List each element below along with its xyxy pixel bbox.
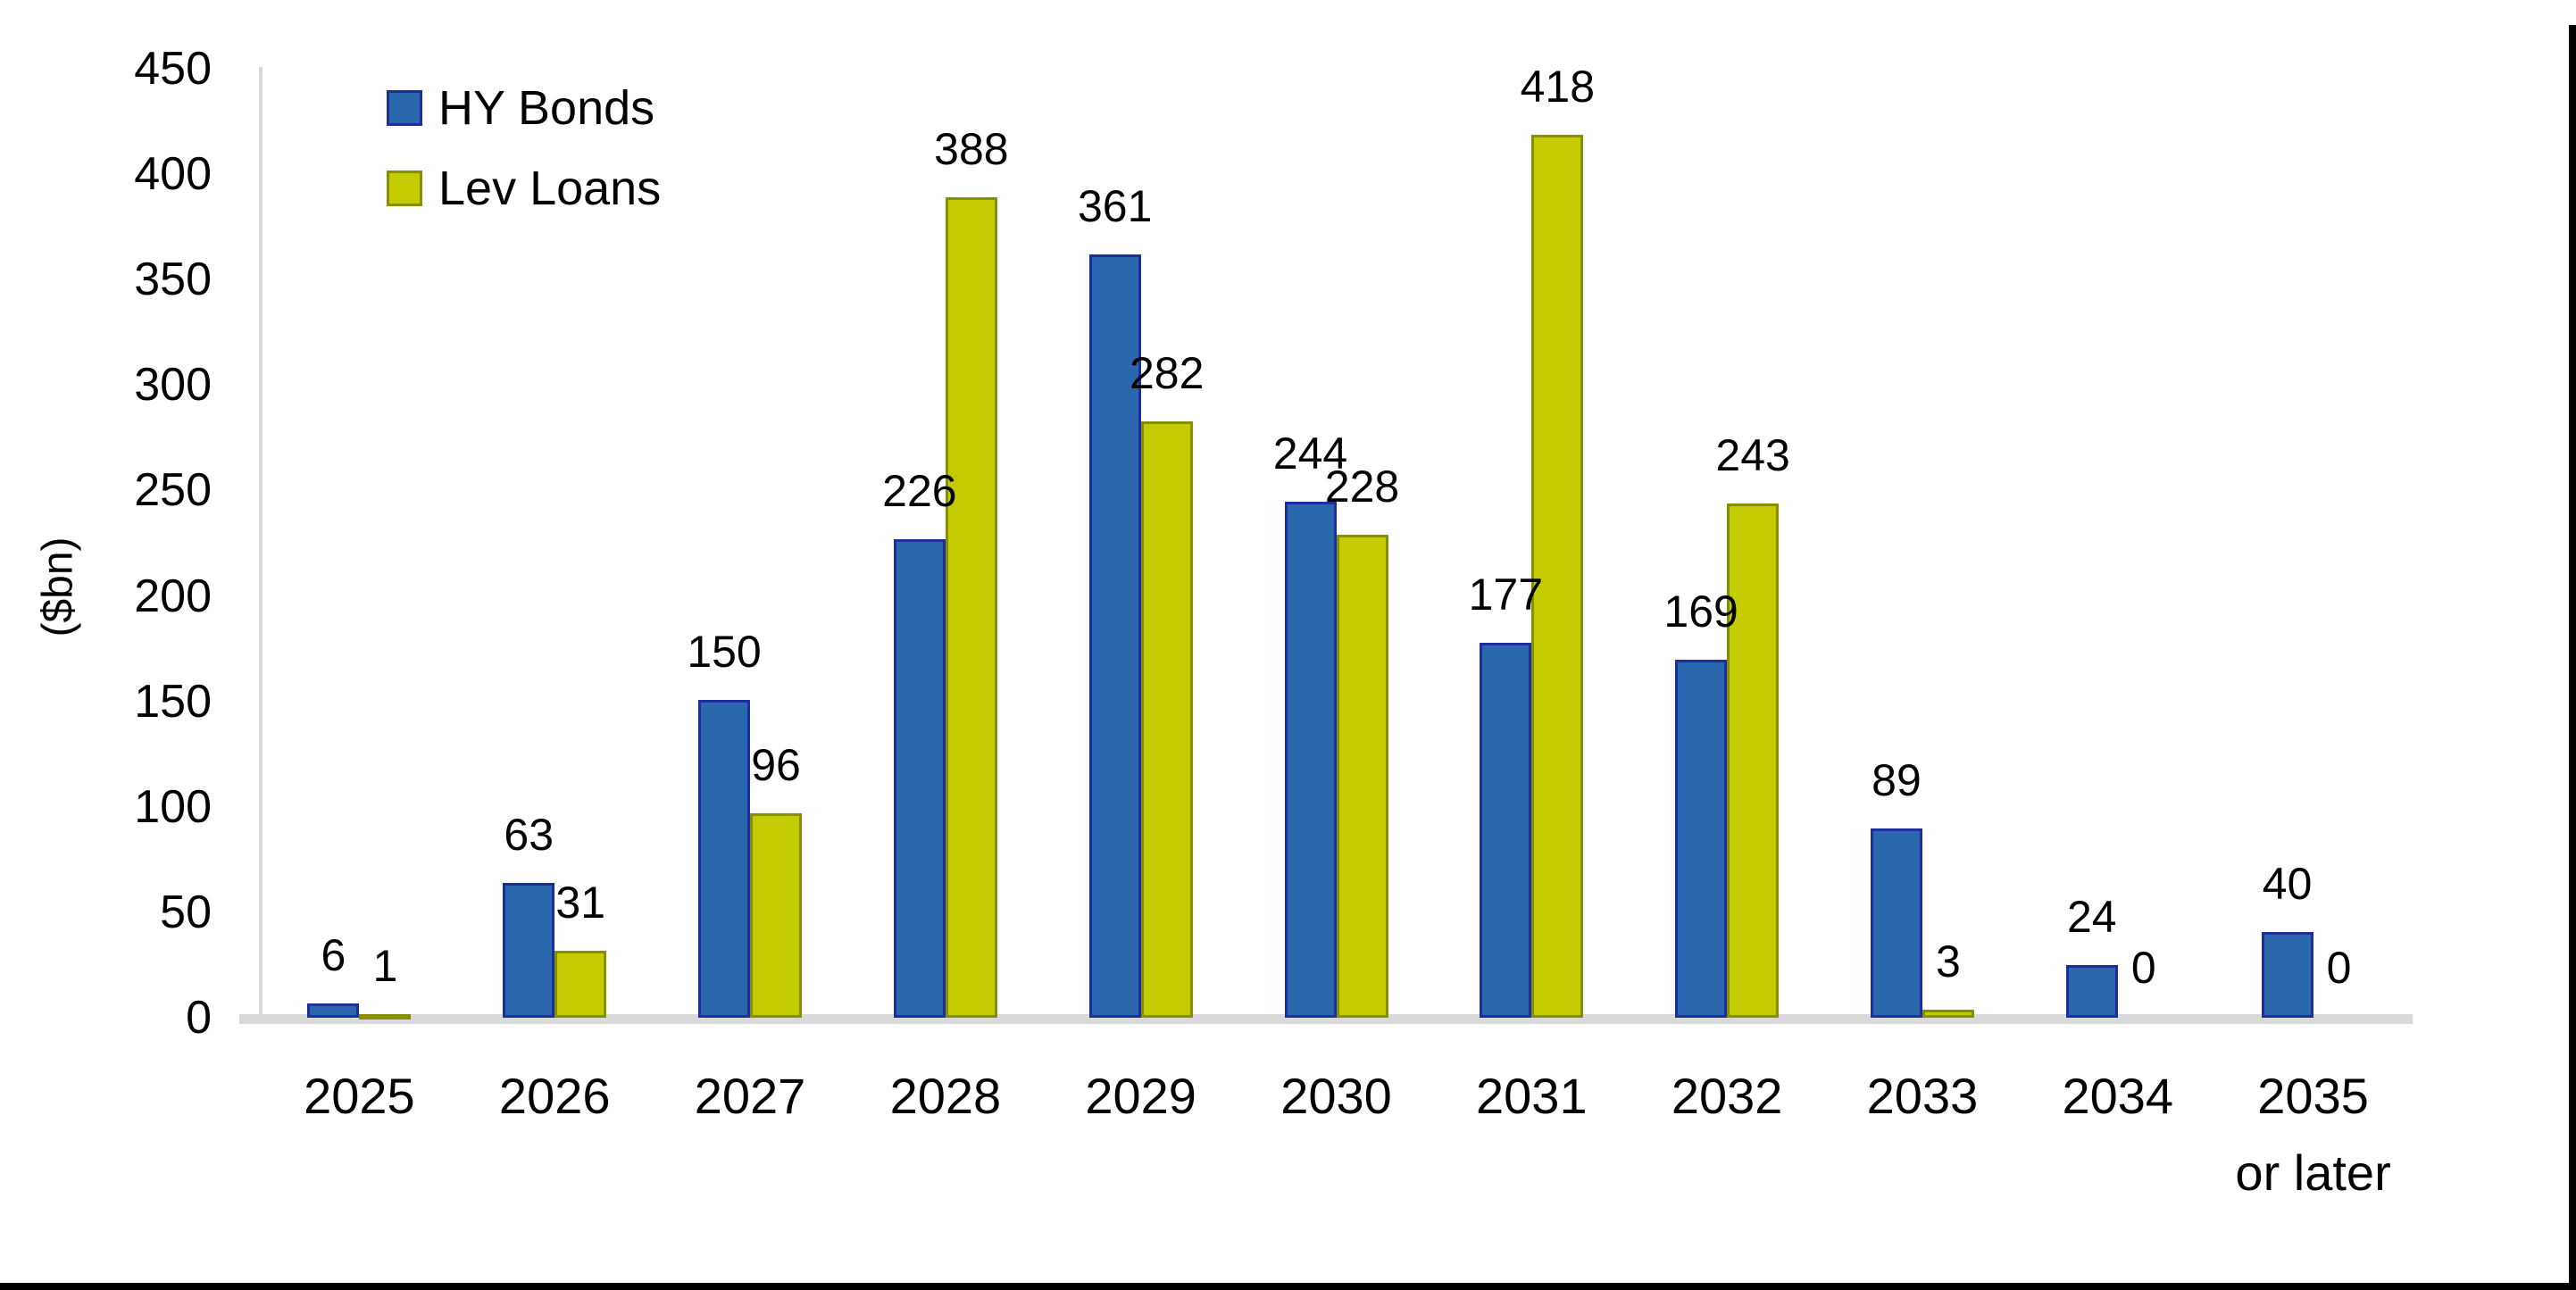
- bar-lev-loans-2030: [1336, 535, 1388, 1018]
- data-label-lev-loans-2034: 0: [2130, 943, 2156, 993]
- x-category-2025: 2025: [216, 1068, 502, 1125]
- x-category-2027: 2027: [607, 1068, 893, 1125]
- bar-hy-bonds-2031: [1480, 642, 1532, 1018]
- bar-lev-loans-2026: [554, 950, 607, 1018]
- y-axis-line: [259, 67, 263, 1015]
- legend-label-hy-bonds: HY Bonds: [438, 81, 655, 135]
- data-label-lev-loans-2035: 0: [2326, 943, 2352, 993]
- x-category-label: 2030: [1280, 1068, 1392, 1124]
- data-label-lev-loans-2025: 1: [372, 940, 398, 991]
- bar-hy-bonds-2032: [1675, 659, 1728, 1018]
- y-tick-450: 450: [134, 43, 212, 95]
- data-label-lev-loans-2029: 282: [1129, 347, 1205, 398]
- y-tick-300: 300: [134, 359, 212, 412]
- y-tick-100: 100: [134, 780, 212, 833]
- x-category-2029: 2029: [998, 1068, 1284, 1125]
- data-label-lev-loans-2032: 243: [1715, 429, 1790, 480]
- legend-item-hy-bonds: HY Bonds: [387, 80, 654, 136]
- x-category-2034: 2034: [1975, 1068, 2261, 1125]
- x-category-label: 2035: [2257, 1068, 2369, 1124]
- y-tick-150: 150: [134, 675, 212, 728]
- bar-hy-bonds-2026: [503, 883, 555, 1018]
- bar-hy-bonds-2028: [893, 539, 946, 1018]
- data-label-hy-bonds-2031: 177: [1468, 569, 1544, 620]
- bar-hy-bonds-2034: [2065, 965, 2118, 1018]
- bar-hy-bonds-2035: [2261, 931, 2313, 1018]
- x-category-2035: 2035 or later: [2171, 1068, 2456, 1202]
- bar-lev-loans-2025: [359, 1013, 412, 1020]
- data-label-lev-loans-2027: 96: [751, 740, 801, 791]
- y-tick-350: 350: [134, 254, 212, 306]
- data-label-hy-bonds-2034: 24: [2066, 892, 2117, 943]
- x-category-label: 2031: [1476, 1068, 1588, 1124]
- x-category-2032: 2032: [1584, 1068, 1870, 1125]
- x-category-label: 2028: [889, 1068, 1002, 1124]
- x-category-label: 2033: [1866, 1068, 1979, 1124]
- data-label-hy-bonds-2027: 150: [687, 626, 762, 677]
- x-axis-line: [239, 1014, 2413, 1024]
- y-tick-250: 250: [134, 464, 212, 517]
- legend-swatch-hy-bonds-icon: [387, 90, 422, 126]
- bar-lev-loans-2028: [945, 197, 997, 1018]
- data-label-hy-bonds-2033: 89: [1872, 754, 1922, 805]
- y-tick-200: 200: [134, 570, 212, 622]
- x-category-sublabel: or later: [2235, 1144, 2391, 1201]
- bar-hy-bonds-2030: [1284, 501, 1337, 1018]
- data-label-lev-loans-2026: 31: [555, 877, 606, 928]
- data-label-hy-bonds-2030: 244: [1272, 428, 1348, 479]
- bar-hy-bonds-2033: [1870, 828, 1922, 1018]
- x-category-label: 2026: [498, 1068, 611, 1124]
- data-label-hy-bonds-2026: 63: [504, 810, 554, 861]
- x-category-2028: 2028: [803, 1068, 1088, 1125]
- x-category-2031: 2031: [1388, 1068, 1674, 1125]
- data-label-lev-loans-2031: 418: [1520, 61, 1596, 112]
- data-label-hy-bonds-2028: 226: [882, 466, 957, 517]
- data-label-hy-bonds-2025: 6: [321, 929, 346, 980]
- legend-label-lev-loans: Lev Loans: [438, 162, 662, 215]
- x-category-label: 2029: [1085, 1068, 1196, 1124]
- x-category-label: 2027: [694, 1068, 806, 1124]
- x-category-label: 2034: [2062, 1068, 2174, 1124]
- x-category-label: 2032: [1671, 1068, 1783, 1124]
- bar-hy-bonds-2027: [698, 699, 751, 1018]
- bar-lev-loans-2027: [750, 813, 803, 1018]
- bar-hy-bonds-2025: [307, 1003, 360, 1018]
- legend-swatch-lev-loans-icon: [387, 171, 422, 206]
- data-label-lev-loans-2028: 388: [934, 124, 1009, 175]
- data-label-lev-loans-2033: 3: [1936, 936, 1961, 986]
- page-right-rule: [2569, 25, 2576, 1290]
- x-category-2026: 2026: [412, 1068, 697, 1125]
- data-label-hy-bonds-2029: 361: [1077, 181, 1153, 232]
- data-label-hy-bonds-2035: 40: [2262, 858, 2313, 909]
- bar-lev-loans-2032: [1727, 503, 1780, 1018]
- bar-lev-loans-2031: [1531, 134, 1584, 1018]
- bar-hy-bonds-2029: [1088, 254, 1141, 1018]
- data-label-lev-loans-2030: 228: [1324, 462, 1400, 512]
- x-category-2030: 2030: [1194, 1068, 1480, 1125]
- y-tick-400: 400: [134, 148, 212, 201]
- bar-lev-loans-2029: [1140, 420, 1193, 1018]
- page-bottom-rule: [0, 1283, 2576, 1290]
- y-tick-0: 0: [186, 992, 212, 1044]
- data-label-hy-bonds-2032: 169: [1663, 586, 1738, 637]
- x-category-2033: 2033: [1780, 1068, 2065, 1125]
- y-tick-50: 50: [160, 886, 212, 938]
- bar-lev-loans-2033: [1922, 1009, 1974, 1018]
- x-category-label: 2025: [304, 1068, 415, 1124]
- legend-item-lev-loans: Lev Loans: [387, 161, 661, 216]
